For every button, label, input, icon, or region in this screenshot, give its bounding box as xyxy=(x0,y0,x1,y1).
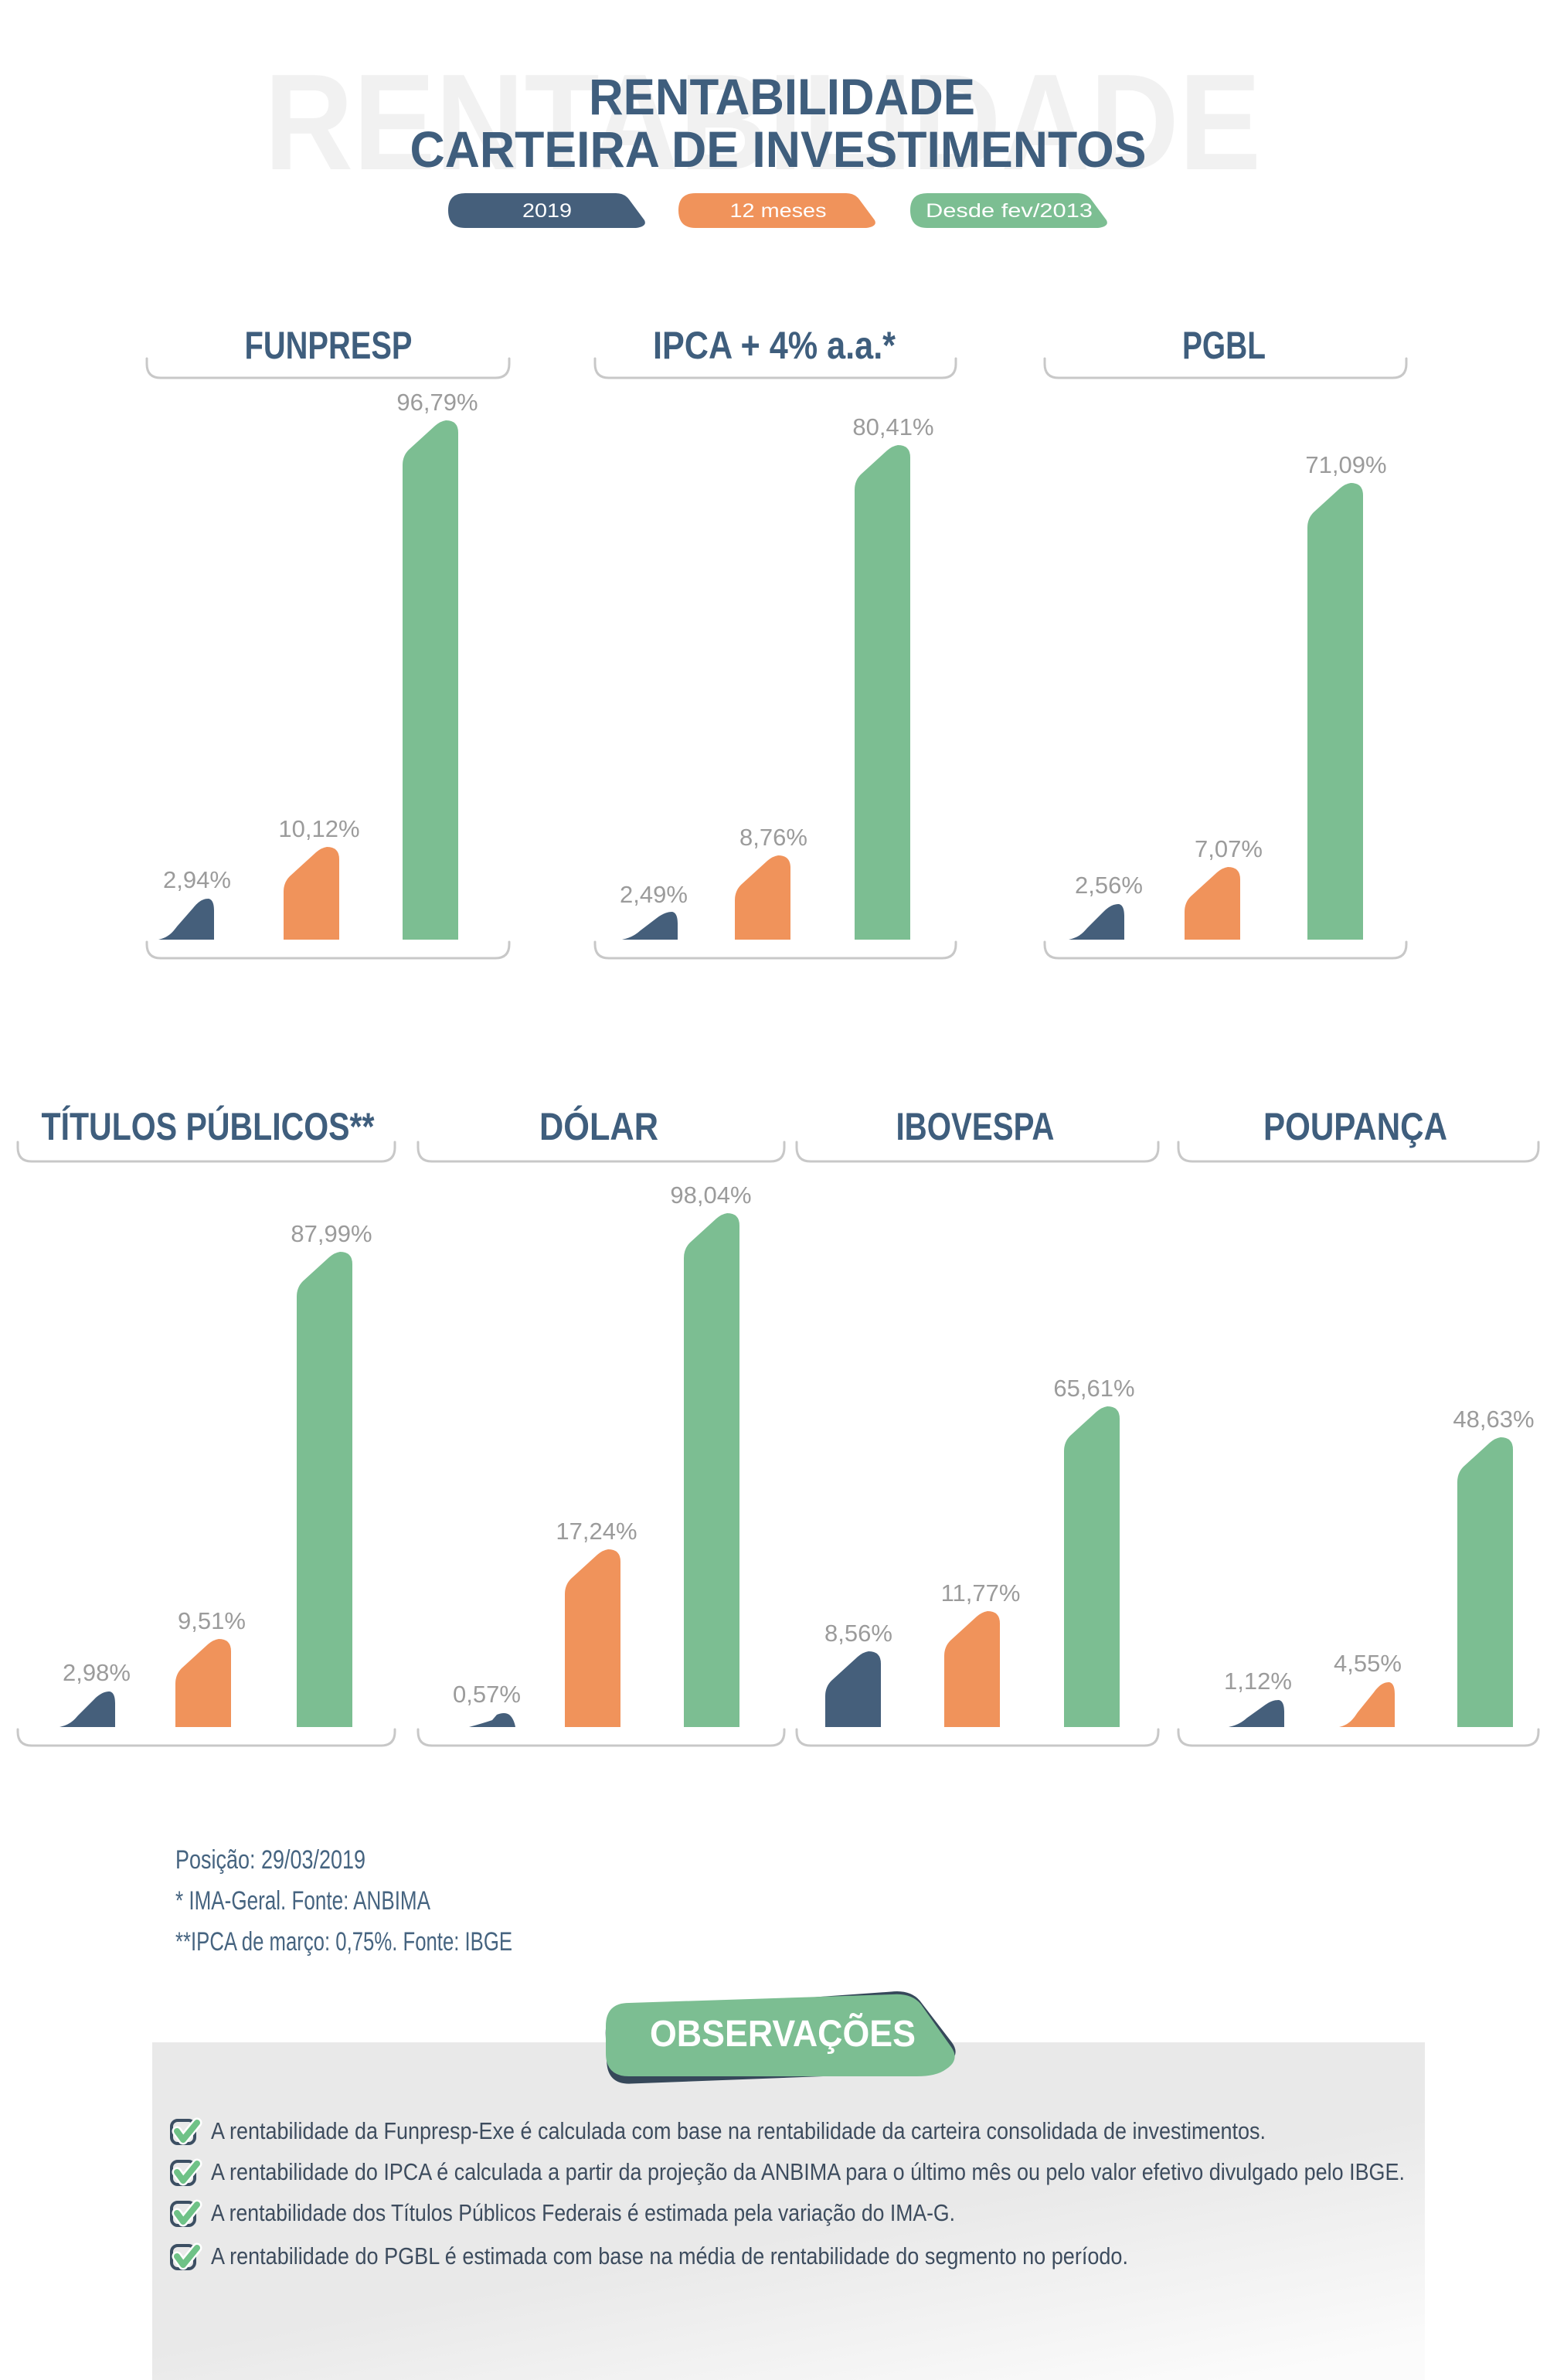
svg-text:IBOVESPA: IBOVESPA xyxy=(896,1105,1055,1148)
svg-text:8,56%: 8,56% xyxy=(824,1620,892,1647)
svg-text:CARTEIRA DE INVESTIMENTOS: CARTEIRA DE INVESTIMENTOS xyxy=(410,121,1147,178)
svg-text:9,51%: 9,51% xyxy=(178,1607,246,1634)
svg-text:80,41%: 80,41% xyxy=(852,413,933,440)
svg-text:* IMA-Geral. Fonte: ANBIMA: * IMA-Geral. Fonte: ANBIMA xyxy=(175,1886,430,1916)
svg-text:10,12%: 10,12% xyxy=(278,815,359,842)
svg-text:71,09%: 71,09% xyxy=(1305,451,1386,478)
svg-text:A rentabilidade da Funpresp-Ex: A rentabilidade da Funpresp-Exe é calcul… xyxy=(211,2117,1266,2144)
svg-text:RENTABILIDADE: RENTABILIDADE xyxy=(264,46,1261,199)
svg-text:**IPCA de março: 0,75%. Fonte:: **IPCA de março: 0,75%. Fonte: IBGE xyxy=(175,1927,512,1957)
svg-text:RENTABILIDADE: RENTABILIDADE xyxy=(589,68,975,125)
svg-text:PGBL: PGBL xyxy=(1182,324,1266,367)
svg-text:A rentabilidade do IPCA é calc: A rentabilidade do IPCA é calculada a pa… xyxy=(211,2158,1405,2185)
svg-text:11,77%: 11,77% xyxy=(941,1579,1021,1606)
svg-text:17,24%: 17,24% xyxy=(556,1518,637,1545)
svg-text:Posição: 29/03/2019: Posição: 29/03/2019 xyxy=(175,1845,365,1875)
svg-text:OBSERVAÇÕES: OBSERVAÇÕES xyxy=(650,2012,916,2055)
svg-text:2,56%: 2,56% xyxy=(1075,872,1143,899)
svg-text:0,57%: 0,57% xyxy=(453,1681,521,1708)
svg-text:12 meses: 12 meses xyxy=(730,200,827,222)
svg-text:2,98%: 2,98% xyxy=(63,1659,131,1686)
svg-text:TÍTULOS PÚBLICOS**: TÍTULOS PÚBLICOS** xyxy=(42,1105,375,1148)
svg-text:Desde fev/2013: Desde fev/2013 xyxy=(926,200,1093,222)
svg-text:96,79%: 96,79% xyxy=(396,389,478,416)
svg-text:7,07%: 7,07% xyxy=(1195,835,1263,862)
svg-text:87,99%: 87,99% xyxy=(291,1220,372,1247)
svg-text:FUNPRESP: FUNPRESP xyxy=(245,324,413,367)
svg-text:IPCA + 4% a.a.*: IPCA + 4% a.a.* xyxy=(653,324,896,367)
svg-text:A rentabilidade do PGBL é esti: A rentabilidade do PGBL é estimada com b… xyxy=(211,2242,1128,2270)
svg-text:65,61%: 65,61% xyxy=(1053,1375,1134,1402)
svg-text:8,76%: 8,76% xyxy=(739,824,807,851)
svg-text:1,12%: 1,12% xyxy=(1224,1668,1292,1695)
svg-text:98,04%: 98,04% xyxy=(670,1182,751,1209)
svg-text:A rentabilidade dos Títulos Pú: A rentabilidade dos Títulos Públicos Fed… xyxy=(211,2199,955,2226)
svg-text:2019: 2019 xyxy=(522,200,572,222)
svg-text:48,63%: 48,63% xyxy=(1453,1406,1534,1433)
svg-text:4,55%: 4,55% xyxy=(1334,1650,1402,1677)
svg-text:POUPANÇA: POUPANÇA xyxy=(1263,1105,1447,1148)
svg-text:DÓLAR: DÓLAR xyxy=(539,1105,658,1148)
svg-text:2,94%: 2,94% xyxy=(163,866,231,893)
svg-text:2,49%: 2,49% xyxy=(620,881,688,908)
